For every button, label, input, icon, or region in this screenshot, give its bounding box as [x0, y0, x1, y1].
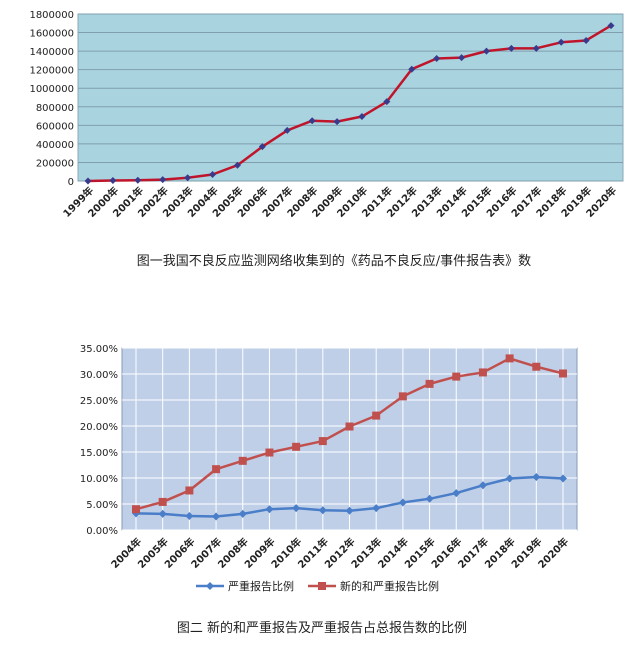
- chart2-x-axis: 2004年2005年2006年2007年2008年2009年2010年2011年…: [108, 535, 571, 571]
- data-point: [233, 161, 241, 169]
- data-point: [478, 368, 487, 377]
- y-tick-label: 0.00%: [86, 526, 118, 537]
- data-point: [158, 497, 167, 506]
- data-point: [532, 44, 540, 52]
- data-point: [607, 22, 615, 30]
- chart1-series: [84, 22, 615, 185]
- legend-marker-series-1: [206, 582, 214, 590]
- data-point: [132, 505, 140, 514]
- y-tick-label: 1200000: [29, 66, 74, 77]
- y-tick-label: 600000: [36, 121, 74, 132]
- data-point: [482, 47, 490, 55]
- data-point: [425, 494, 434, 503]
- data-point: [425, 379, 434, 388]
- chart2-series: [132, 354, 567, 521]
- y-tick-label: 10.00%: [80, 474, 118, 485]
- chart2-legend: 严重报告比例 新的和严重报告比例: [196, 579, 439, 593]
- data-point: [283, 126, 291, 134]
- data-point: [383, 98, 391, 106]
- data-point: [358, 113, 366, 121]
- data-point: [209, 171, 217, 179]
- data-point: [265, 448, 274, 457]
- data-point: [398, 498, 407, 507]
- chart1-y-axis: 0 200000 400000 600000 800000 1000000 1200000 1…: [29, 10, 74, 188]
- serious-report-ratio-chart: 0.00% 5.00% 10.00% 15.00% 20.00% 25.00% 30.00%…: [80, 344, 578, 593]
- legend-label-series-1: 严重报告比例: [228, 579, 294, 593]
- data-point: [398, 392, 407, 401]
- chart1-x-axis: 1999年2000年2001年2002年2003年2004年2005年2006年…: [60, 184, 619, 220]
- data-point: [292, 504, 301, 513]
- y-tick-label: 0: [68, 177, 74, 188]
- data-point: [238, 509, 247, 518]
- data-point: [185, 486, 194, 495]
- data-point: [212, 512, 221, 521]
- data-point: [458, 54, 466, 62]
- data-point: [532, 362, 541, 371]
- data-point: [452, 489, 461, 498]
- y-tick-label: 15.00%: [80, 448, 118, 459]
- data-point: [478, 481, 487, 490]
- data-point: [258, 143, 266, 151]
- data-point: [582, 36, 590, 44]
- y-tick-label: 200000: [36, 158, 74, 169]
- data-point: [345, 422, 354, 431]
- data-point: [109, 177, 117, 185]
- data-point: [507, 44, 515, 52]
- data-point: [318, 506, 327, 515]
- data-point: [559, 474, 567, 483]
- data-point: [292, 442, 301, 451]
- y-tick-label: 1800000: [29, 10, 74, 21]
- chart2-caption: 图二 新的和严重报告及严重报告占总报告数的比例: [177, 620, 467, 636]
- data-point: [333, 118, 341, 126]
- chart1-plot-area: [77, 13, 624, 182]
- data-point: [318, 437, 327, 446]
- data-point: [84, 177, 92, 185]
- data-point: [345, 506, 354, 515]
- data-point: [185, 511, 194, 520]
- y-tick-label: 25.00%: [80, 396, 118, 407]
- y-tick-label: 5.00%: [86, 500, 118, 511]
- data-point: [452, 372, 461, 381]
- data-point: [532, 472, 541, 481]
- data-point: [559, 369, 567, 378]
- data-point: [238, 456, 247, 465]
- data-point: [433, 55, 441, 63]
- data-point: [505, 474, 514, 483]
- y-tick-label: 1400000: [29, 47, 74, 58]
- chart1-gridlines: [78, 13, 623, 182]
- y-tick-label: 1000000: [29, 84, 74, 95]
- chart2-y-axis: 0.00% 5.00% 10.00% 15.00% 20.00% 25.00% 30.00%…: [80, 344, 118, 537]
- data-point: [505, 354, 514, 363]
- data-point: [134, 176, 142, 184]
- y-tick-label: 400000: [36, 140, 74, 151]
- legend-marker-series-2: [318, 582, 326, 590]
- y-tick-label: 1600000: [29, 29, 74, 40]
- data-point: [408, 65, 416, 73]
- data-point: [557, 38, 565, 46]
- data-point: [308, 117, 316, 125]
- data-point: [372, 504, 381, 513]
- data-point: [159, 176, 167, 184]
- y-tick-label: 20.00%: [80, 422, 118, 433]
- chart2-gridlines: [122, 347, 577, 531]
- series-line-1: [87, 24, 612, 183]
- y-tick-label: 800000: [36, 103, 74, 114]
- data-point: [265, 505, 274, 514]
- y-tick-label: 35.00%: [80, 344, 118, 355]
- data-point: [184, 174, 192, 182]
- adr-reports-line-chart: 0 200000 400000 600000 800000 1000000 1200000 1…: [29, 10, 624, 220]
- data-point: [372, 411, 381, 420]
- chart1-caption: 图一我国不良反应监测网络收集到的《药品不良反应/事件报告表》数: [137, 253, 531, 269]
- y-tick-label: 30.00%: [80, 370, 118, 381]
- data-point: [158, 509, 167, 518]
- legend-label-series-2: 新的和严重报告比例: [340, 579, 439, 593]
- data-point: [212, 465, 221, 474]
